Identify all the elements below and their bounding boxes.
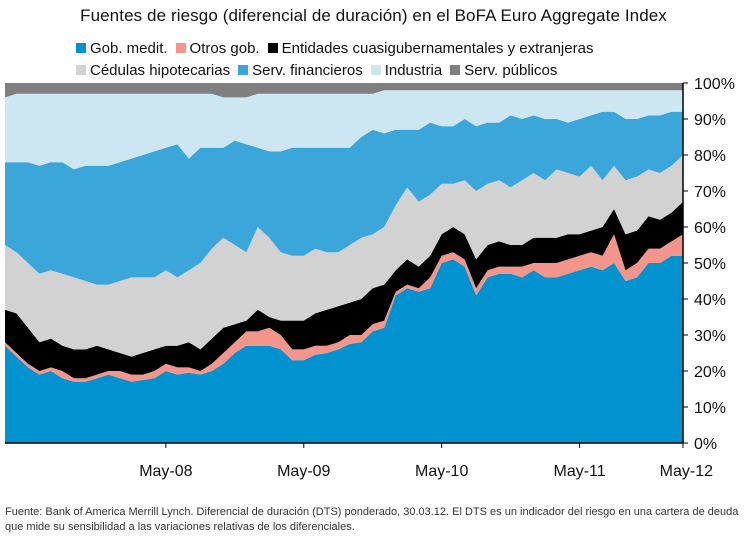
chart-axes: 0% 10% 20% 30% 40% 50% 60% 70% 80% 90% 100% May-08 M… [5, 76, 735, 480]
footnote: Fuente: Bank of America Merrill Lynch. D… [5, 506, 739, 533]
y-tick-label: 50% [694, 256, 726, 273]
legend-row: Cédulas hipotecarias Serv. financieros Ind… [76, 60, 676, 82]
legend-swatch [238, 65, 249, 75]
legend-swatch [76, 65, 86, 75]
x-tick-label: May-09 [277, 463, 330, 480]
x-tick-label: May-12 [660, 463, 713, 480]
legend-label: Otros gob. [189, 40, 260, 57]
area-series-6 [5, 83, 683, 98]
y-tick-label: 90% [694, 112, 726, 129]
legend-item: Industria [370, 60, 443, 82]
y-tick-label: 80% [694, 148, 726, 165]
legend-item: Cédulas hipotecarias [76, 60, 230, 82]
chart-title: Fuentes de riesgo (diferencial de duraci… [80, 6, 667, 25]
legend-swatch [76, 43, 86, 53]
legend-swatch [370, 65, 381, 75]
legend-item: Entidades cuasigubernamentales y extranj… [267, 38, 594, 60]
chart-areas [5, 83, 683, 443]
y-tick-label: 70% [694, 184, 726, 201]
y-tick-label: 10% [694, 400, 726, 417]
legend-swatch [267, 43, 278, 53]
legend-label: Serv. públicos [464, 62, 558, 79]
x-tick-label: May-10 [415, 463, 468, 480]
legend-item: Serv. públicos [450, 60, 557, 82]
x-tick-label: May-08 [139, 463, 192, 480]
area-series-4 [5, 111, 683, 285]
area-series-1 [5, 234, 683, 382]
legend-label: Cédulas hipotecarias [90, 62, 231, 79]
x-tick-label: May-11 [553, 463, 605, 480]
legend-label: Serv. financieros [252, 62, 363, 79]
area-series-5 [5, 90, 683, 170]
area-series-3 [5, 155, 683, 357]
legend-label: Gob. medit. [90, 40, 168, 57]
y-tick-label: 30% [694, 328, 726, 345]
legend-item: Gob. medit. [76, 38, 168, 60]
stacked-area-chart: 0% 10% 20% 30% 40% 50% 60% 70% 80% 90% 100% May-08 M… [5, 76, 735, 480]
y-tick-label: 100% [694, 76, 735, 93]
area-series-0 [5, 255, 683, 443]
y-tick-label: 20% [694, 364, 726, 381]
legend-label: Industria [384, 62, 443, 79]
y-tick-label: 60% [694, 220, 726, 237]
legend-label: Entidades cuasigubernamentales y extranj… [281, 40, 594, 57]
legend-swatch [175, 43, 186, 53]
legend-row: Gob. medit. Otros gob. Entidades cuasigube… [76, 38, 676, 60]
legend-item: Serv. financieros [238, 60, 363, 82]
legend-swatch [450, 65, 461, 75]
legend-item: Otros gob. [175, 38, 260, 60]
chart-legend: Gob. medit. Otros gob. Entidades cuasigube… [76, 38, 676, 82]
y-tick-label: 40% [694, 292, 726, 309]
area-series-2 [5, 201, 683, 379]
y-tick-label: 0% [694, 436, 717, 453]
